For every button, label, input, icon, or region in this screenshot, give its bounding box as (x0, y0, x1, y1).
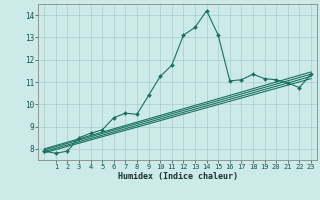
X-axis label: Humidex (Indice chaleur): Humidex (Indice chaleur) (118, 172, 238, 181)
